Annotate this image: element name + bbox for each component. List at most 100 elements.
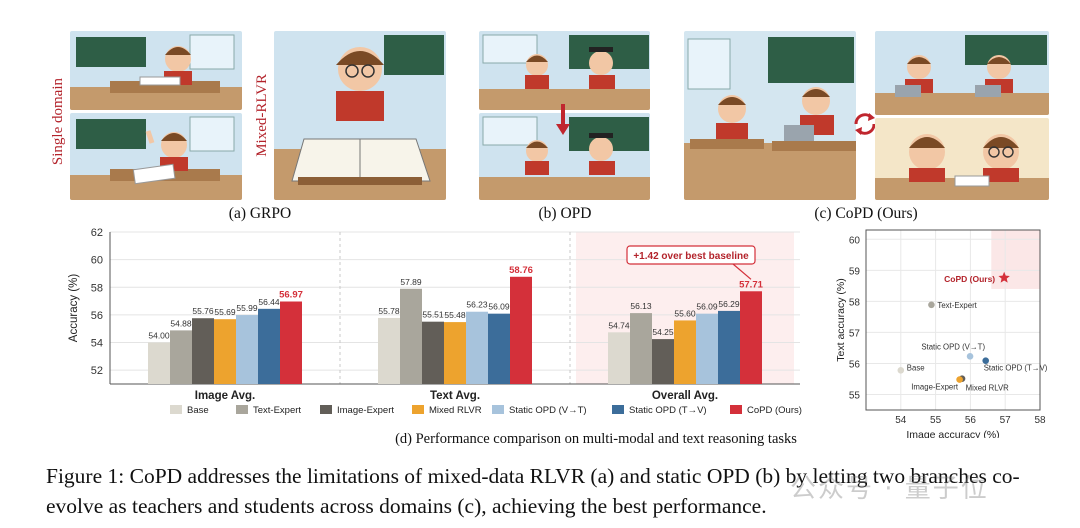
bar: [718, 310, 740, 384]
legend-swatch: [492, 405, 504, 414]
figure-caption: Figure 1: CoPD addresses the limitations…: [46, 464, 1020, 518]
bar-value-label: 54.00: [148, 331, 170, 341]
illustration-grpo-top: [70, 31, 242, 110]
scatter-point-label: Base: [907, 363, 925, 372]
y-tick-label: 58: [849, 297, 861, 308]
bar-value-label: 55.76: [192, 306, 214, 316]
y-tick-label: 62: [91, 227, 103, 239]
scatter-point-label: Text-Expert: [937, 301, 977, 310]
bar-value-label: 54.25: [652, 327, 674, 337]
bar: [444, 322, 466, 384]
legend-swatch: [612, 405, 624, 414]
bar: [236, 315, 258, 384]
legend-label: Static OPD (V→T): [509, 405, 587, 416]
legend-swatch: [320, 405, 332, 414]
x-tick-label: 58: [1034, 415, 1046, 426]
bar: [170, 330, 192, 384]
bar: [740, 291, 762, 384]
bar-value-label: 54.88: [170, 318, 192, 328]
bar-value-label: 58.76: [509, 265, 533, 276]
scatter-point-label: Mixed RLVR: [966, 384, 1010, 393]
x-axis-label: Image accuracy (%): [906, 429, 999, 438]
bar-value-label: 56.13: [630, 301, 652, 311]
x-category-label: Image Avg.: [195, 390, 256, 402]
caption-d: (d) Performance comparison on multi-moda…: [395, 431, 797, 447]
illustration-copd-top-right: [875, 31, 1049, 115]
caption-c: (c) CoPD (Ours): [814, 205, 918, 222]
scatter-point: [982, 357, 990, 364]
illustration-copd-main: [684, 31, 856, 200]
plot-frame: [865, 229, 1041, 411]
bar: [214, 319, 236, 384]
scatter-point: [897, 366, 905, 374]
bar: [674, 320, 696, 384]
x-tick-label: 56: [965, 415, 977, 426]
bar: [280, 301, 302, 384]
cycle-arrows-icon: [851, 110, 879, 138]
x-tick-label: 57: [1000, 415, 1012, 426]
down-arrow-icon: [555, 104, 571, 136]
y-axis-label: Accuracy (%): [68, 274, 80, 343]
y-tick-label: 54: [91, 338, 103, 350]
legend-label: Static OPD (T→V): [629, 405, 707, 416]
legend-swatch: [236, 405, 248, 414]
mixed-rlvr-label: Mixed-RLVR: [254, 74, 270, 157]
legend-swatch: [412, 405, 424, 414]
bar-value-label: 56.09: [696, 302, 718, 312]
bar-value-label: 56.23: [466, 300, 488, 310]
illustration-mixed-rlvr: [274, 31, 446, 200]
scatter-point-label: Static OPD (V→T): [921, 342, 985, 351]
bar: [696, 313, 718, 384]
bar-value-label: 55.48: [444, 310, 466, 320]
bar: [608, 332, 630, 384]
scatter-point-label: Image-Expert: [911, 383, 959, 392]
bar: [630, 313, 652, 384]
x-category-label: Text Avg.: [430, 390, 480, 402]
illustration-opd-top: [479, 31, 650, 110]
bar: [258, 308, 280, 384]
bar: [148, 342, 170, 384]
x-tick-label: 54: [895, 415, 907, 426]
bar-value-label: 57.71: [739, 279, 763, 290]
bar-value-label: 54.74: [608, 320, 630, 330]
y-tick-label: 59: [849, 266, 861, 277]
y-tick-label: 52: [91, 365, 103, 377]
caption-b: (b) OPD: [538, 205, 592, 222]
y-tick-label: 57: [849, 328, 861, 339]
bar: [652, 339, 674, 384]
scatter-point: [966, 353, 974, 360]
bar: [510, 276, 532, 384]
bar-value-label: 55.78: [378, 306, 400, 316]
bar-value-label: 55.51: [422, 310, 444, 320]
scatter-point: [928, 301, 935, 309]
bar-value-label: 57.89: [400, 277, 422, 287]
annotation-arrow: [732, 263, 752, 280]
bar-value-label: 55.99: [236, 303, 258, 313]
illustration-grpo-bottom: [70, 113, 242, 200]
y-tick-label: 55: [849, 390, 861, 401]
bar-value-label: 55.69: [214, 307, 236, 317]
watermark: 公众号 · 量子位: [790, 474, 989, 504]
annotation-box: [626, 245, 756, 265]
bar: [378, 317, 400, 384]
y-tick-label: 60: [91, 255, 103, 267]
legend-label: Mixed RLVR: [429, 405, 482, 416]
scatter-point-label: CoPD (Ours): [944, 274, 995, 284]
scatter-point-star: [998, 271, 1010, 283]
bar: [192, 318, 214, 384]
x-category-label: Overall Avg.: [652, 390, 718, 402]
legend-label: Base: [187, 405, 209, 416]
bar: [488, 313, 510, 384]
y-tick-label: 58: [91, 282, 103, 294]
single-domain-label: Single domain: [50, 78, 66, 166]
illustration-copd-bottom-right: [875, 118, 1049, 200]
bar-value-label: 56.09: [488, 302, 510, 312]
scatter-point: [956, 376, 963, 383]
scatter-point-label: Static OPD (T→V): [984, 364, 1048, 373]
bar-value-label: 55.60: [674, 308, 696, 318]
caption-a: (a) GRPO: [228, 205, 292, 222]
legend-swatch: [170, 405, 182, 414]
legend-label: Text-Expert: [253, 405, 301, 416]
bar-value-label: 56.29: [718, 299, 740, 309]
